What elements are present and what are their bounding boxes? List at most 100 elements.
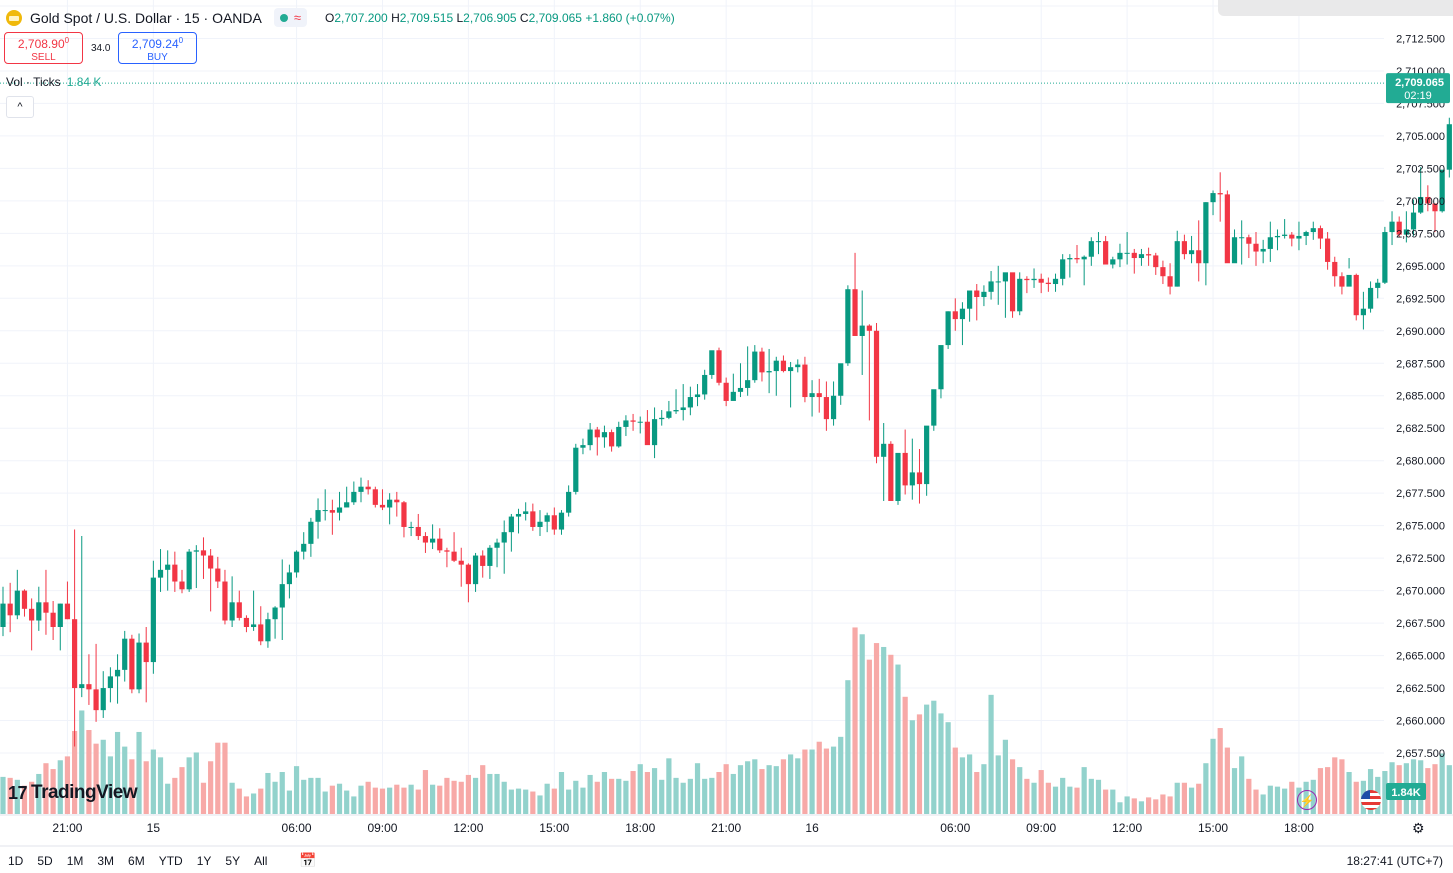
collapse-legend-button[interactable]: ^	[6, 96, 34, 118]
volume-bar	[737, 765, 744, 814]
symbol-title[interactable]: Gold Spot / U.S. Dollar · 15 · OANDA	[30, 9, 262, 26]
volume-bar	[809, 749, 815, 814]
candle-body	[415, 526, 421, 537]
range-button-1d[interactable]: 1D	[8, 853, 24, 868]
range-button-1y[interactable]: 1Y	[196, 853, 212, 868]
candle-body	[408, 526, 414, 528]
candle-body	[809, 393, 815, 398]
time-tick-label: 12:00	[453, 821, 483, 835]
price-tick-label: 2,665.000	[1396, 651, 1445, 663]
candle-body	[931, 389, 937, 426]
calendar-goto-icon[interactable]: 📅	[299, 852, 317, 868]
candle-body	[1196, 250, 1202, 264]
last-price-badge	[1386, 73, 1450, 104]
volume-bar	[7, 777, 13, 814]
volume-bar	[1067, 786, 1073, 814]
volume-bar	[523, 789, 529, 814]
volume-bar	[1382, 771, 1388, 814]
candle-body	[215, 568, 221, 582]
volume-bar	[1267, 785, 1273, 814]
volume-bar	[1217, 728, 1223, 814]
volume-bar	[1203, 763, 1209, 814]
volume-bar	[838, 736, 844, 814]
flash-icon[interactable]: ⚡	[1297, 790, 1317, 810]
buy-label: BUY	[147, 52, 168, 63]
candle-body	[1303, 232, 1309, 236]
volume-bar	[236, 788, 242, 814]
gear-icon[interactable]: ⚙	[1412, 820, 1425, 836]
volume-bar	[1103, 789, 1109, 814]
us-flag-icon[interactable]	[1361, 790, 1381, 810]
volume-bar	[344, 790, 350, 814]
volume-bar	[1253, 789, 1259, 814]
range-button-5y[interactable]: 5Y	[225, 853, 241, 868]
price-tick-label: 2,672.500	[1396, 553, 1445, 565]
volume-bar	[387, 787, 393, 814]
volume-bar	[286, 790, 292, 814]
volume-bar	[823, 748, 829, 814]
volume-bar	[881, 646, 887, 814]
market-status-pill[interactable]: ≈	[273, 8, 307, 27]
volume-bar	[931, 700, 937, 814]
range-button-ytd[interactable]: YTD	[158, 853, 183, 868]
volume-bar	[215, 742, 221, 814]
price-tick-label: 2,667.500	[1396, 618, 1445, 630]
range-button-all[interactable]: All	[254, 853, 268, 868]
price-tick-label: 2,692.500	[1396, 293, 1445, 305]
candle-body	[530, 511, 536, 527]
candle-body	[587, 429, 593, 446]
candle-body	[1009, 272, 1016, 312]
candle-body	[372, 489, 378, 505]
volume-bar	[322, 791, 328, 814]
volume-bar	[909, 720, 915, 814]
volume-bar	[601, 772, 608, 814]
candle-body	[86, 684, 92, 690]
candle-body	[387, 499, 393, 508]
time-axis[interactable]: 21:00 15 06:00 09:00 12:00 15:00 18:00 21:00 16 0…	[52, 821, 1314, 835]
volume-bar	[1138, 801, 1145, 814]
candle-body	[737, 387, 744, 392]
date-range-buttons: 1D 5D 1M 3M 6M YTD 1Y 5Y All	[8, 854, 267, 868]
volume-bar	[988, 694, 994, 814]
volume-legend[interactable]: Vol · Ticks 1.84 K	[6, 75, 101, 89]
clock-timezone[interactable]: 18:27:41 (UTC+7)	[1346, 854, 1443, 868]
volume-bar	[752, 759, 758, 814]
volume-bar	[995, 755, 1001, 814]
volume-bar	[530, 791, 536, 814]
volume-bar	[1188, 787, 1195, 814]
candle-body	[122, 638, 128, 670]
volume-bar	[508, 789, 514, 814]
buy-button[interactable]: 2,709.240 BUY	[118, 32, 197, 64]
notification-toast[interactable]	[1218, 0, 1453, 16]
range-button-5d[interactable]: 5D	[37, 853, 53, 868]
candle-body	[766, 371, 772, 373]
candle-body	[673, 410, 679, 412]
volume-bar	[351, 796, 357, 814]
sell-button[interactable]: 2,708.900 SELL	[4, 32, 83, 64]
range-button-6m[interactable]: 6M	[128, 853, 145, 868]
volume-bar	[1031, 782, 1037, 814]
candle-body	[308, 521, 314, 544]
volume-bar	[959, 757, 966, 814]
candle-body	[988, 281, 994, 292]
candle-body	[57, 603, 63, 627]
candle-body	[1339, 276, 1345, 287]
volume-bar	[1124, 796, 1130, 814]
volume-legend-value: 1.84 K	[66, 75, 102, 89]
volume-bar	[107, 756, 113, 814]
volume-bar	[1332, 757, 1338, 814]
volume-bar	[687, 778, 693, 814]
price-axis[interactable]: 2,715.0002,712.5002,710.0002,707.5002,70…	[1386, 1, 1450, 800]
candle-body	[1282, 234, 1288, 236]
candle-body	[981, 291, 987, 298]
tradingview-logo[interactable]: 17 TradingView	[8, 782, 138, 804]
candle-body	[1432, 203, 1438, 212]
candle-body	[1317, 228, 1324, 239]
range-button-3m[interactable]: 3M	[97, 853, 115, 868]
time-tick-label: 16	[805, 821, 819, 835]
volume-bar	[788, 754, 794, 814]
volume-bar	[566, 789, 572, 814]
wave-icon: ≈	[293, 10, 301, 25]
range-button-1m[interactable]: 1M	[66, 853, 84, 868]
